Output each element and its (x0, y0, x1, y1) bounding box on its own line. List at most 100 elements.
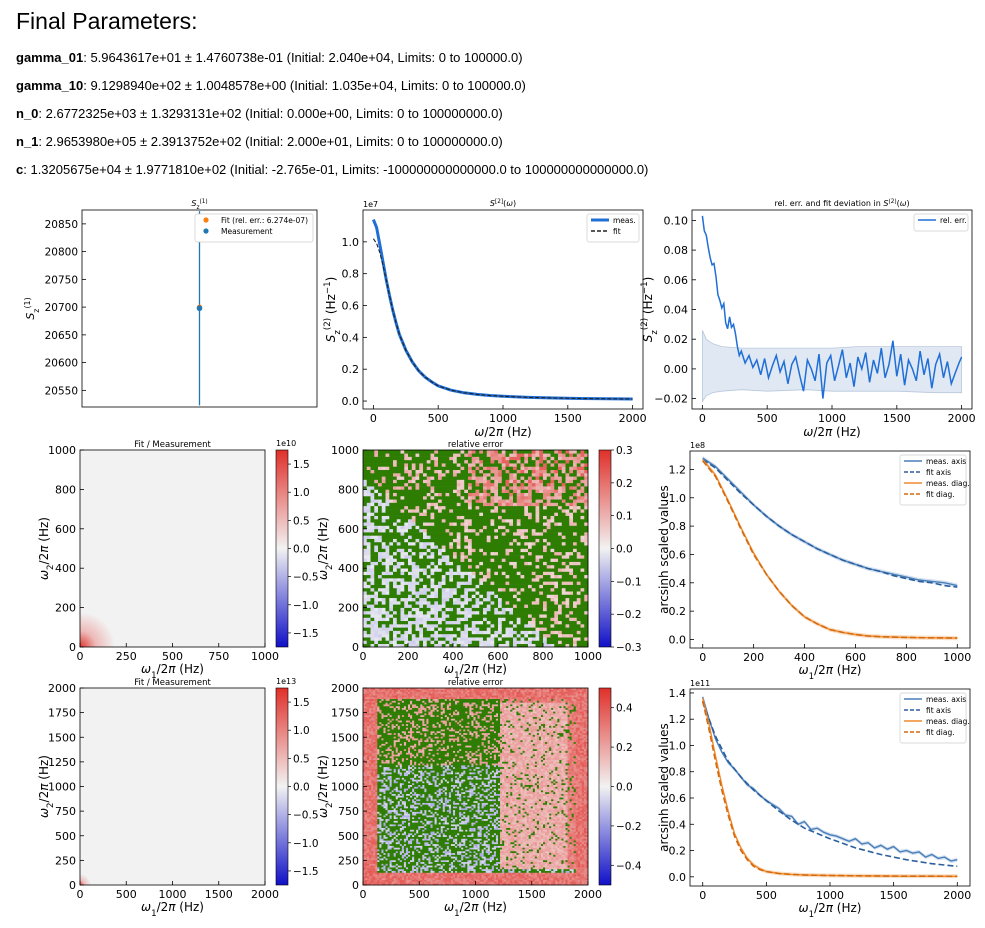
heatmap-cell (550, 492, 555, 497)
heatmap-cell (475, 486, 480, 490)
heatmap-cell (565, 604, 570, 608)
heatmap-cell (415, 528, 420, 533)
heatmap-cell (419, 571, 424, 576)
heatmap-cell (501, 633, 506, 638)
heatmap-cell (448, 877, 452, 880)
heatmap-cell (404, 535, 409, 539)
heatmap-cell (399, 867, 403, 870)
heatmap-cell (449, 482, 454, 487)
heatmap-cell (381, 558, 386, 562)
heatmap-cell (501, 571, 506, 576)
heatmap-cell (550, 535, 555, 539)
heatmap-cell (543, 643, 548, 648)
heatmap-cell (449, 587, 454, 592)
heatmap-cell (385, 643, 390, 648)
heatmap-cell (550, 578, 555, 582)
heatmap-cell (363, 581, 368, 585)
heatmap-cell (576, 568, 581, 572)
heatmap-cell (415, 525, 420, 530)
heatmap-cell (449, 548, 454, 553)
heatmap-cell (445, 528, 450, 533)
heatmap-cell (378, 492, 383, 497)
heatmap-cell (408, 617, 413, 622)
heatmap-cell (423, 571, 428, 576)
heatmap-cell (423, 538, 428, 543)
heatmap-cell (539, 492, 544, 497)
heatmap-cell (479, 482, 484, 487)
heatmap-cell (456, 640, 461, 645)
heatmap-cell (385, 459, 390, 464)
heatmap-cell (468, 591, 473, 595)
heatmap-cell (494, 581, 499, 585)
heatmap-cell (438, 555, 443, 559)
heatmap-cell (535, 538, 540, 543)
heatmap-cell (404, 538, 409, 543)
chart-axis-diag-1: 0 200 400 600 800 10000.00.20.40.60.81.01.21e… (657, 441, 971, 682)
heatmap-cell (453, 466, 458, 470)
heatmap-cell (460, 643, 465, 648)
heatmap-cell (438, 591, 443, 595)
heatmap-cell (400, 528, 405, 533)
y-tick-label: 1.0 (342, 236, 360, 249)
heatmap-cell (516, 528, 521, 533)
heatmap-cell (408, 568, 413, 572)
heatmap-cell (460, 584, 465, 589)
heatmap-cell (479, 591, 484, 595)
heatmap-cell (526, 870, 529, 873)
heatmap-cell (460, 476, 465, 480)
y-tick-label: 600 (338, 523, 359, 536)
heatmap-cell (422, 867, 425, 870)
heatmap-cell (378, 551, 383, 556)
heatmap-cell (423, 502, 428, 507)
heatmap-cell (501, 472, 506, 477)
heatmap-cell (483, 627, 488, 631)
heatmap-cell (408, 482, 413, 487)
heatmap-cell (516, 472, 521, 477)
heatmap-cell (539, 604, 544, 608)
heatmap-cell (498, 499, 503, 503)
heatmap-cell (464, 492, 469, 497)
heatmap-cell (475, 574, 480, 579)
heatmap-cell (404, 643, 409, 648)
heatmap-cell (576, 499, 581, 503)
heatmap-cell (539, 601, 544, 605)
heatmap-cell (463, 876, 466, 879)
heatmap-cell (468, 578, 473, 582)
heatmap-cell (415, 551, 420, 556)
heatmap-cell (543, 568, 548, 572)
heatmap-cell (554, 456, 559, 461)
heatmap-cell (370, 633, 375, 638)
heatmap-cell (565, 528, 570, 533)
heatmap-cell (520, 538, 525, 543)
series-rel-err (701, 215, 963, 399)
heatmap-cell (400, 561, 405, 566)
heatmap-cell (419, 453, 424, 457)
heatmap-cell (378, 614, 383, 618)
heatmap-cell (490, 558, 495, 562)
heatmap-cell (524, 867, 527, 870)
heatmap-cell (483, 614, 488, 618)
heatmap-cell (449, 564, 454, 569)
heatmap-cell (553, 874, 556, 877)
heatmap-cell (558, 476, 563, 480)
heatmap-cell (449, 463, 454, 467)
heatmap-cell (464, 574, 469, 579)
heatmap-cell (389, 627, 394, 631)
heatmap-cell (401, 870, 405, 873)
heatmap-cell (419, 551, 424, 556)
heatmap-cell (528, 870, 532, 873)
heatmap-cell (513, 528, 518, 533)
heatmap-cell (571, 868, 574, 871)
heatmap-cell (516, 515, 521, 520)
heatmap-cell (449, 525, 454, 530)
heatmap-cell (502, 883, 505, 886)
heatmap-cell (491, 876, 495, 879)
heatmap-cell (374, 495, 379, 500)
heatmap-cell (479, 879, 482, 882)
heatmap-cell (378, 624, 383, 628)
heatmap-cell (505, 574, 510, 579)
heatmap-cell (453, 578, 458, 582)
heatmap-cell (536, 867, 540, 870)
heatmap-cell (513, 617, 518, 622)
heatmap-cell (561, 867, 564, 870)
